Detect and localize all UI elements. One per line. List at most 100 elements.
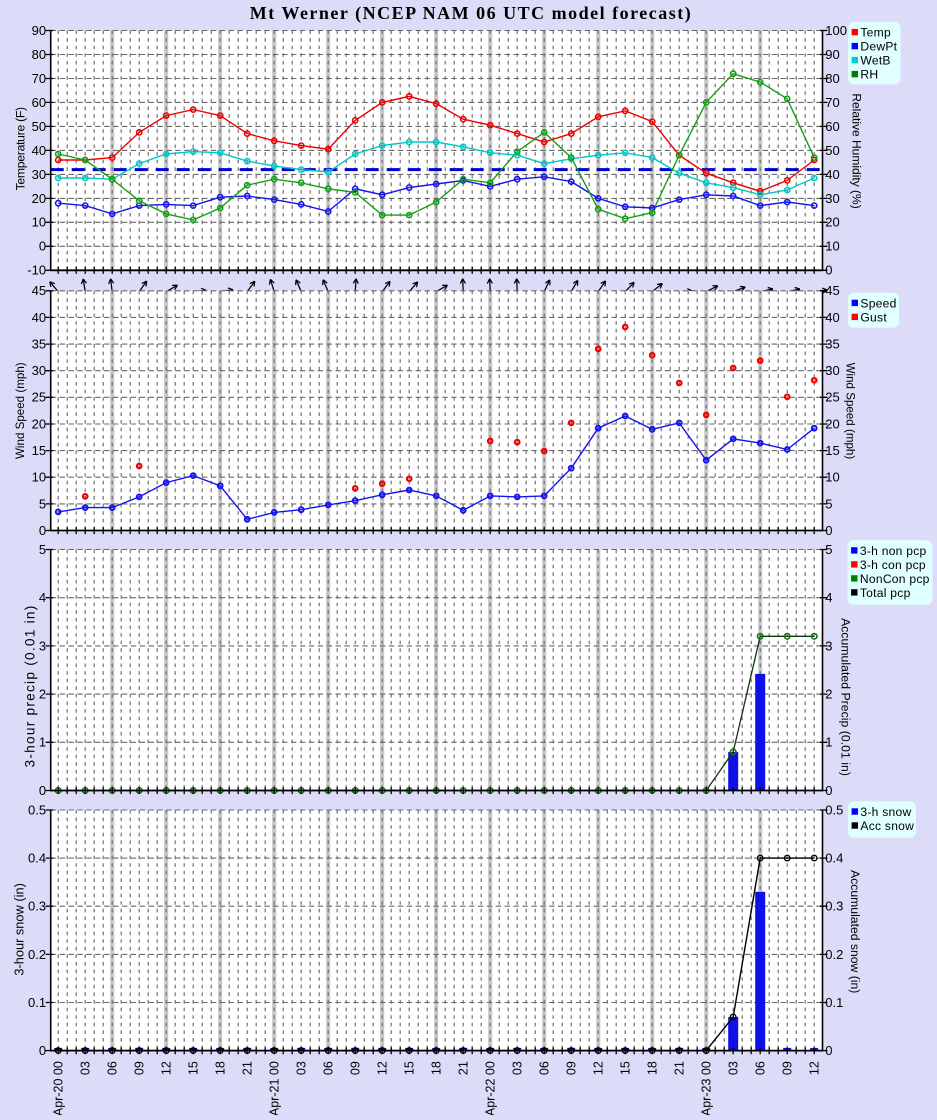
svg-text:Apr-23 00: Apr-23 00	[700, 1061, 714, 1115]
svg-text:3: 3	[39, 638, 46, 653]
svg-text:90: 90	[825, 47, 839, 62]
svg-text:30: 30	[825, 191, 839, 206]
svg-text:10: 10	[825, 239, 839, 254]
svg-text:40: 40	[825, 310, 839, 325]
svg-text:12: 12	[376, 1061, 390, 1075]
svg-text:10: 10	[32, 470, 46, 485]
svg-text:Accumulated snow (in): Accumulated snow (in)	[848, 870, 862, 993]
svg-text:35: 35	[825, 337, 839, 352]
svg-text:5: 5	[825, 542, 832, 557]
svg-text:10: 10	[32, 215, 46, 230]
svg-text:06: 06	[754, 1061, 768, 1075]
svg-text:70: 70	[32, 71, 46, 86]
svg-text:Temperature (F): Temperature (F)	[14, 107, 28, 190]
svg-text:20: 20	[32, 416, 46, 431]
svg-text:09: 09	[349, 1061, 363, 1075]
svg-text:12: 12	[808, 1061, 822, 1075]
svg-text:15: 15	[32, 443, 46, 458]
svg-text:3-h non pcp: 3-h non pcp	[860, 544, 927, 558]
svg-text:Acc snow: Acc snow	[860, 819, 914, 833]
svg-text:Apr-21 00: Apr-21 00	[268, 1061, 282, 1115]
svg-text:5: 5	[39, 542, 46, 557]
svg-text:60: 60	[32, 95, 46, 110]
svg-text:80: 80	[825, 71, 839, 86]
svg-text:Relative Humidity (%): Relative Humidity (%)	[850, 93, 864, 208]
svg-text:30: 30	[32, 363, 46, 378]
svg-text:0: 0	[39, 1043, 46, 1058]
svg-text:Wind Speed (mph): Wind Speed (mph)	[844, 363, 857, 460]
svg-text:20: 20	[825, 215, 839, 230]
svg-text:0: 0	[39, 783, 46, 798]
svg-text:Apr-20 00: Apr-20 00	[52, 1061, 66, 1115]
svg-text:50: 50	[32, 119, 46, 134]
svg-text:0.4: 0.4	[825, 851, 843, 866]
svg-text:06: 06	[538, 1061, 552, 1075]
svg-text:45: 45	[825, 283, 839, 298]
svg-text:30: 30	[32, 167, 46, 182]
svg-text:0: 0	[825, 1043, 832, 1058]
svg-text:80: 80	[32, 47, 46, 62]
svg-text:50: 50	[825, 143, 839, 158]
svg-text:40: 40	[32, 310, 46, 325]
svg-text:4: 4	[39, 590, 46, 605]
svg-text:2: 2	[39, 687, 46, 702]
svg-text:0: 0	[39, 239, 46, 254]
svg-text:03: 03	[79, 1061, 93, 1075]
svg-text:60: 60	[825, 119, 839, 134]
svg-text:25: 25	[825, 390, 839, 405]
svg-text:2: 2	[825, 687, 832, 702]
svg-text:12: 12	[592, 1061, 606, 1075]
svg-text:5: 5	[39, 496, 46, 511]
svg-text:09: 09	[133, 1061, 147, 1075]
svg-text:3-hour precip (0.01 in): 3-hour precip (0.01 in)	[22, 605, 37, 768]
svg-text:06: 06	[106, 1061, 120, 1075]
svg-text:0.1: 0.1	[825, 995, 843, 1010]
svg-text:03: 03	[295, 1061, 309, 1075]
svg-text:5: 5	[825, 496, 832, 511]
svg-text:15: 15	[825, 443, 839, 458]
svg-text:06: 06	[322, 1061, 336, 1075]
svg-text:Total pcp: Total pcp	[860, 586, 911, 600]
svg-text:Apr-22 00: Apr-22 00	[484, 1061, 498, 1115]
svg-text:WetB: WetB	[860, 54, 890, 68]
svg-text:RH: RH	[860, 68, 878, 82]
svg-text:18: 18	[430, 1061, 444, 1075]
svg-text:3-h snow: 3-h snow	[860, 805, 911, 819]
svg-text:21: 21	[673, 1061, 687, 1075]
svg-text:15: 15	[619, 1061, 633, 1075]
svg-text:Gust: Gust	[860, 310, 887, 324]
svg-text:Wind Speed (mph): Wind Speed (mph)	[14, 362, 27, 459]
svg-text:0.5: 0.5	[825, 802, 843, 817]
svg-text:0.5: 0.5	[28, 802, 46, 817]
svg-text:70: 70	[825, 95, 839, 110]
svg-text:NonCon pcp: NonCon pcp	[860, 572, 930, 586]
svg-text:0.3: 0.3	[825, 899, 843, 914]
svg-text:0: 0	[39, 523, 46, 538]
svg-text:18: 18	[214, 1061, 228, 1075]
svg-text:45: 45	[32, 283, 46, 298]
svg-text:3: 3	[825, 638, 832, 653]
svg-text:30: 30	[825, 363, 839, 378]
svg-text:35: 35	[32, 337, 46, 352]
svg-text:0.4: 0.4	[28, 851, 46, 866]
svg-text:4: 4	[825, 590, 832, 605]
svg-text:18: 18	[646, 1061, 660, 1075]
svg-text:0.3: 0.3	[28, 899, 46, 914]
svg-text:0: 0	[825, 263, 832, 278]
svg-text:15: 15	[187, 1061, 201, 1075]
svg-text:20: 20	[32, 191, 46, 206]
svg-text:Accumulated Precip (0.01 in): Accumulated Precip (0.01 in)	[839, 618, 853, 776]
svg-text:0.1: 0.1	[28, 995, 46, 1010]
svg-text:21: 21	[457, 1061, 471, 1075]
svg-text:100: 100	[825, 23, 847, 38]
svg-text:Speed: Speed	[860, 296, 896, 310]
svg-text:09: 09	[565, 1061, 579, 1075]
svg-text:-10: -10	[27, 263, 46, 278]
svg-text:20: 20	[825, 416, 839, 431]
svg-text:DewPt: DewPt	[860, 40, 897, 54]
svg-text:40: 40	[32, 143, 46, 158]
svg-text:0.2: 0.2	[28, 947, 46, 962]
svg-text:Temp: Temp	[860, 26, 891, 40]
svg-text:0: 0	[825, 523, 832, 538]
svg-text:03: 03	[511, 1061, 525, 1075]
